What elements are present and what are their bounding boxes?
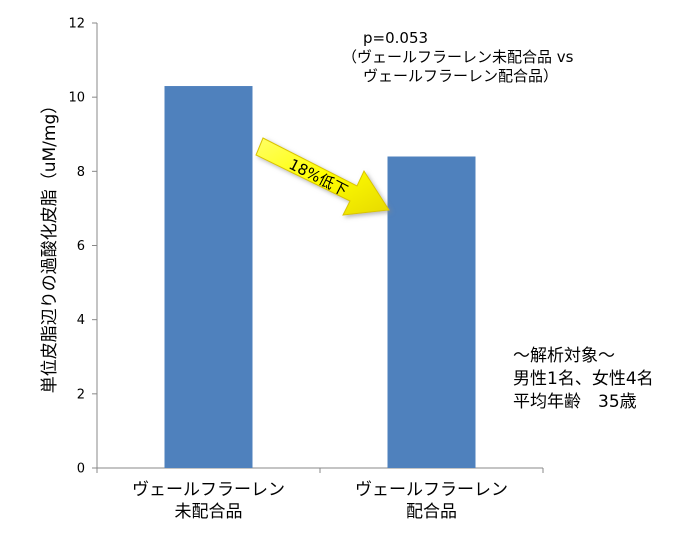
comparison-line-2: ヴェールフラーレン配合品）	[363, 67, 558, 85]
comparison-line-1: （ヴェールフラーレン未配合品 vs	[342, 48, 574, 66]
y-tick-label: 10	[68, 91, 85, 106]
arrow-icon	[255, 137, 390, 216]
x-category-label: ヴェールフラーレン	[355, 480, 508, 500]
y-tick-label: 4	[77, 313, 85, 328]
y-tick-label: 2	[77, 387, 85, 402]
y-tick-label: 8	[77, 165, 85, 180]
subject-info-gender: 男性1名、女性4名	[513, 369, 654, 389]
x-category-label: 未配合品	[175, 502, 243, 522]
p-value: p=0.053	[363, 29, 428, 47]
bar-1	[164, 86, 253, 469]
subject-info-title: ～解析対象～	[513, 346, 615, 366]
y-axis-label: 単位皮脂辺りの過酸化皮脂（uM/mg）	[40, 97, 60, 394]
bar-2	[387, 156, 476, 468]
x-category-label: 配合品	[406, 502, 457, 522]
x-category-label: ヴェールフラーレン	[132, 480, 285, 500]
y-tick-label: 12	[68, 17, 85, 32]
decrease-arrow	[255, 137, 390, 216]
y-tick-label: 0	[77, 462, 85, 477]
subject-info-age: 平均年齢 35歳	[513, 392, 637, 412]
y-tick-label: 6	[77, 239, 85, 254]
